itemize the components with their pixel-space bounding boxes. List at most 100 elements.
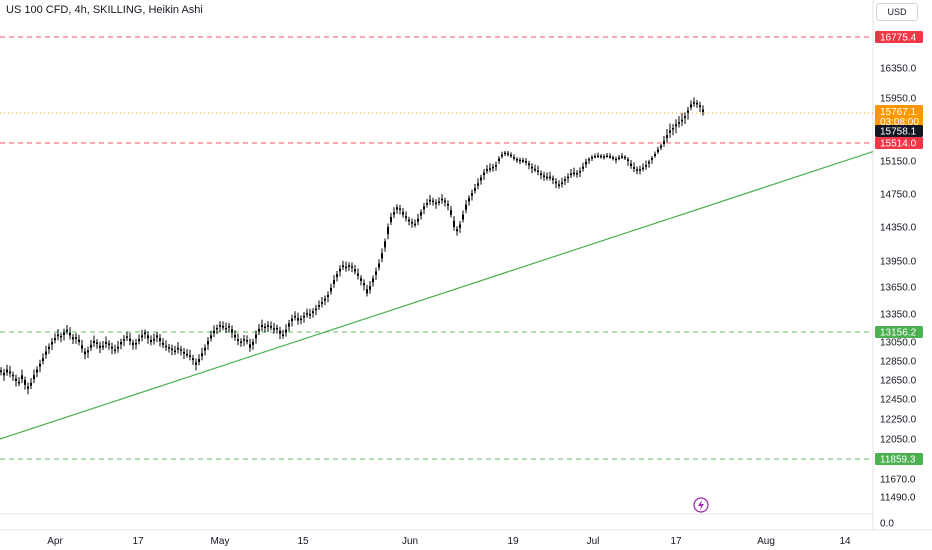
candle-body: [585, 161, 587, 165]
candle: [573, 167, 575, 177]
trendline[interactable]: [0, 151, 874, 440]
candle-body: [171, 348, 173, 351]
candle-body: [549, 176, 551, 179]
candle-body: [687, 110, 689, 113]
candle: [426, 198, 428, 208]
candle: [588, 157, 590, 164]
candle: [675, 119, 677, 134]
candle-body: [240, 341, 242, 344]
candle: [348, 262, 350, 272]
candle-body: [327, 295, 329, 297]
candle-body: [336, 274, 338, 278]
candle: [447, 200, 449, 211]
candle: [303, 311, 305, 323]
candle: [33, 369, 35, 384]
candle: [636, 166, 638, 175]
level-tag-13156.2: 13156.2: [875, 326, 923, 339]
candle: [174, 345, 176, 355]
candle-body: [66, 329, 68, 332]
candle-body: [303, 315, 305, 318]
candle-body: [15, 378, 17, 381]
candle-body: [117, 346, 119, 349]
candle: [237, 333, 239, 346]
candle: [279, 326, 281, 340]
price-tick-label: 0.0: [880, 519, 894, 530]
candle: [630, 159, 632, 169]
candle-body: [225, 327, 227, 330]
candle-body: [84, 351, 86, 355]
candle: [519, 157, 521, 165]
candle-body: [24, 380, 26, 385]
candle: [561, 177, 563, 188]
candle-body: [192, 358, 194, 361]
candle-body: [354, 269, 356, 272]
candle: [102, 340, 104, 351]
candle-body: [486, 169, 488, 171]
candle: [495, 161, 497, 171]
lightning-icon[interactable]: [693, 497, 709, 513]
candle-body: [180, 349, 182, 351]
level-tag-16775.4: 16775.4: [875, 31, 923, 44]
candle-body: [615, 158, 617, 161]
candle: [222, 321, 224, 331]
candle: [156, 332, 158, 343]
candle: [213, 325, 215, 338]
candle: [81, 339, 83, 353]
candle: [462, 210, 464, 223]
candle: [501, 151, 503, 159]
candle: [30, 378, 32, 390]
candle-body: [267, 325, 269, 327]
candle: [402, 207, 404, 218]
candle-body: [480, 177, 482, 181]
candle-body: [324, 298, 326, 301]
candle-body: [576, 172, 578, 175]
price-tick-label: 12850.0: [880, 357, 917, 368]
candle: [285, 324, 287, 337]
candle: [135, 338, 137, 350]
candle-body: [405, 216, 407, 218]
candle-body: [597, 155, 599, 158]
candle: [216, 324, 218, 335]
candle: [258, 324, 260, 335]
candle-body: [420, 212, 422, 216]
candle-body: [123, 339, 125, 341]
candle: [600, 154, 602, 159]
candle-body: [690, 104, 692, 108]
candle: [324, 295, 326, 306]
candle-body: [570, 173, 572, 176]
candle-body: [525, 161, 527, 163]
candle: [204, 344, 206, 356]
candle: [177, 342, 179, 354]
candle: [378, 259, 380, 271]
candle-body: [378, 263, 380, 268]
candle: [180, 345, 182, 356]
candle: [192, 354, 194, 365]
candle-body: [138, 339, 140, 342]
candle: [24, 376, 26, 390]
candle: [417, 213, 419, 226]
candle-body: [633, 167, 635, 169]
candle: [207, 337, 209, 350]
candle-body: [639, 169, 641, 171]
candle: [540, 170, 542, 180]
candle: [549, 171, 551, 181]
candle: [477, 178, 479, 190]
level-tag-15514.0: 15514.0: [875, 137, 923, 150]
candle-body: [234, 334, 236, 338]
candle-body: [462, 214, 464, 220]
candle: [411, 218, 413, 228]
candle: [162, 338, 164, 349]
candle: [468, 195, 470, 206]
candle: [381, 248, 383, 263]
candle-body: [249, 344, 251, 348]
candle-body: [12, 374, 14, 377]
candle: [318, 300, 320, 310]
candle: [105, 336, 107, 348]
candle: [444, 197, 446, 207]
candle: [39, 359, 41, 373]
candle: [597, 152, 599, 158]
currency-button[interactable]: USD: [876, 3, 918, 21]
price-tick-label: 14350.0: [880, 223, 917, 234]
